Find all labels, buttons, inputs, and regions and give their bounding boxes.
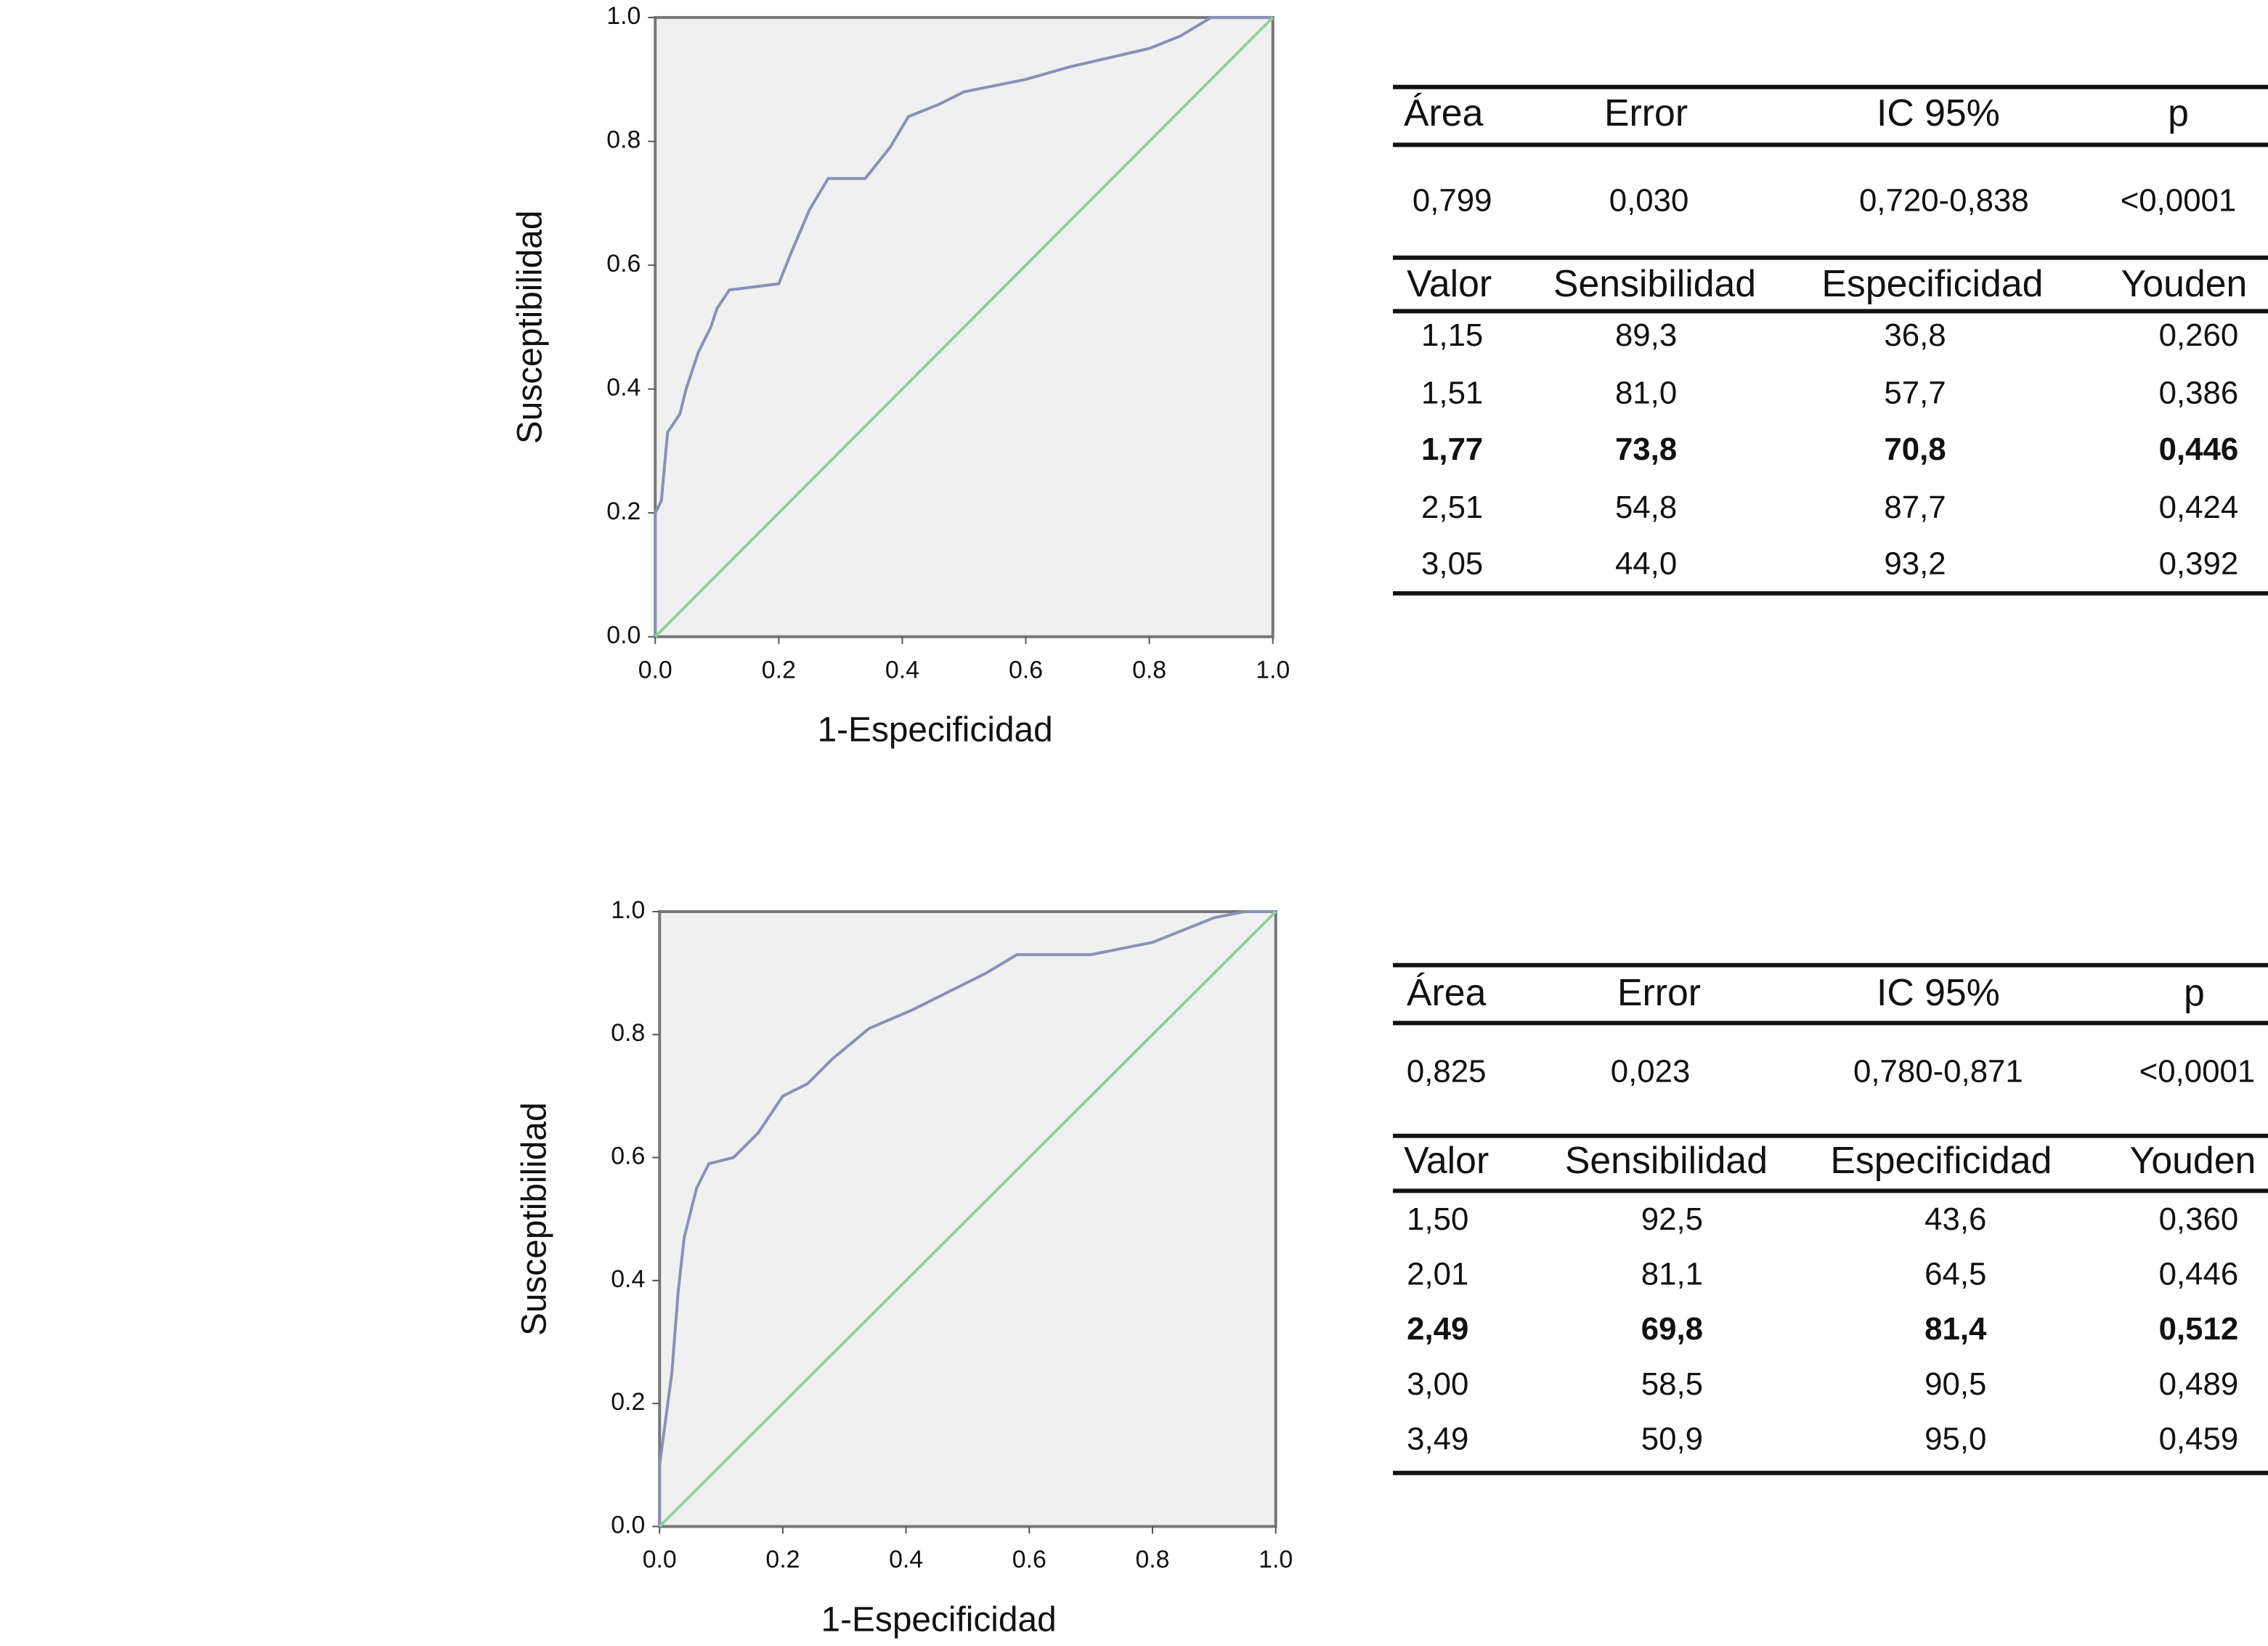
table-cell: 1,50 [1407,1201,1468,1237]
x-tick-label: 0.0 [643,1546,677,1573]
table-cell: 73,8 [1615,431,1677,467]
table-cell: 1,77 [1421,431,1483,467]
table-header: IC 95% [1877,971,2000,1013]
x-tick-label: 0.4 [885,656,919,684]
table-cell: 92,5 [1641,1201,1703,1237]
table-column-header: Valor [1404,1139,1489,1181]
table-header: Área [1404,92,1484,134]
table-header: p [2168,92,2189,134]
table-cell: 43,6 [1924,1201,1986,1237]
y-axis-label: Susceptibilidad [516,1102,554,1336]
table-summary: 0,030 [1609,183,1689,219]
table-cell: 58,5 [1641,1366,1703,1402]
table-header: Error [1604,92,1688,134]
y-tick-label: 0.6 [606,250,641,277]
table-cell: 2,51 [1421,490,1483,525]
table-cell: 1,15 [1421,317,1483,353]
y-axis-label: Susceptibilidad [511,211,550,445]
y-tick-label: 0.4 [606,374,641,402]
table-cell: 2,01 [1407,1256,1468,1292]
table-cell: 0,424 [2159,490,2239,525]
table-header: Área [1407,971,1487,1013]
y-tick-label: 0.4 [611,1265,645,1293]
table-cell: 0,512 [2159,1311,2239,1347]
table-summary: <0,0001 [2121,183,2237,219]
table-header: p [2184,971,2205,1013]
x-axis-label: 1-Especificidad [818,711,1053,750]
table-cell: 64,5 [1924,1256,1986,1292]
x-tick-label: 0.4 [889,1546,923,1573]
table-cell: 36,8 [1884,317,1946,353]
table-cell: 50,9 [1641,1422,1703,1457]
x-tick-label: 0.2 [765,1546,800,1573]
table-summary: 0,825 [1407,1054,1487,1090]
x-tick-label: 1.0 [1259,1546,1293,1573]
table-cell: 3,49 [1407,1422,1468,1457]
y-tick-label: 1.0 [611,896,645,924]
table-cell: 69,8 [1641,1311,1703,1347]
table-column-header: Especificidad [1821,262,2043,304]
table-cell: 0,260 [2159,317,2239,353]
table-header: Error [1617,971,1701,1013]
table-cell: 90,5 [1924,1366,1986,1402]
table-summary: 0,023 [1611,1054,1691,1090]
table-cell: 0,386 [2159,376,2239,411]
table-cell: 0,489 [2159,1366,2239,1402]
table-header: IC 95% [1877,92,2000,134]
table-cell: 2,49 [1407,1311,1468,1347]
table-cell: 95,0 [1924,1422,1986,1457]
table-cell: 0,459 [2159,1422,2239,1457]
table-cell: 89,3 [1615,317,1677,353]
x-tick-label: 0.6 [1009,656,1043,684]
y-tick-label: 1.0 [606,2,641,30]
table-cell: 0,392 [2159,546,2239,582]
table-cell: 81,1 [1641,1256,1703,1292]
table-column-header: Sensibilidad [1565,1139,1768,1181]
x-tick-label: 0.2 [762,656,796,684]
table-cell: 70,8 [1884,431,1946,467]
roc-line [654,16,1275,638]
x-tick-label: 0.6 [1012,1546,1046,1573]
table-summary: 0,799 [1413,183,1492,219]
table-cell: 87,7 [1884,490,1946,525]
x-tick-label: 1.0 [1256,656,1290,684]
table-cell: 93,2 [1884,546,1946,582]
table-column-header: Youden [2121,262,2248,304]
y-tick-label: 0.8 [606,126,641,154]
y-tick-label: 0.8 [611,1019,645,1047]
x-tick-label: 0.8 [1132,656,1166,684]
y-tick-label: 0.2 [611,1388,645,1416]
table-cell: 0,446 [2159,431,2239,467]
roc-line [658,910,1277,1528]
y-tick-label: 0.0 [611,1511,645,1538]
table-cell: 0,360 [2159,1201,2239,1237]
table-column-header: Valor [1407,262,1492,304]
table-column-header: Sensibilidad [1553,262,1756,304]
table-column-header: Especificidad [1830,1139,2052,1181]
table-cell: 1,51 [1421,376,1483,411]
table-cell: 54,8 [1615,490,1677,525]
table-cell: 3,00 [1407,1366,1468,1402]
table-cell: 81,0 [1615,376,1677,411]
y-tick-label: 0.2 [606,498,641,525]
x-tick-label: 0.0 [638,656,672,684]
table-summary: 0,720-0,838 [1859,183,2029,219]
table-cell: 57,7 [1884,376,1946,411]
table-cell: 0,446 [2159,1256,2239,1292]
x-axis-label: 1-Especificidad [821,1601,1057,1639]
roc-line [654,16,1273,637]
table-cell: 44,0 [1615,546,1677,582]
x-tick-label: 0.8 [1135,1546,1169,1573]
table-cell: 3,05 [1421,546,1483,582]
table-column-header: Youden [2130,1139,2256,1181]
y-tick-label: 0.0 [606,621,641,649]
y-tick-label: 0.6 [611,1143,645,1170]
table-summary: 0,780-0,871 [1853,1054,2023,1090]
roc-line [658,909,1276,1527]
table-cell: 81,4 [1924,1311,1987,1347]
table-summary: <0,0001 [2139,1054,2256,1090]
